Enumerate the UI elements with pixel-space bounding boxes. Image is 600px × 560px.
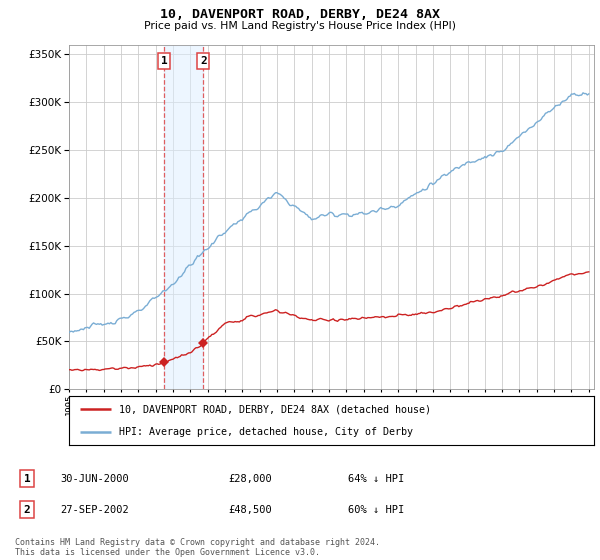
Text: 60% ↓ HPI: 60% ↓ HPI <box>348 505 404 515</box>
Text: 30-JUN-2000: 30-JUN-2000 <box>60 474 129 484</box>
Text: 2: 2 <box>23 505 31 515</box>
Text: 1: 1 <box>161 56 167 66</box>
Text: Price paid vs. HM Land Registry's House Price Index (HPI): Price paid vs. HM Land Registry's House … <box>144 21 456 31</box>
Bar <box>164 45 203 389</box>
Text: 27-SEP-2002: 27-SEP-2002 <box>60 505 129 515</box>
Text: £48,500: £48,500 <box>228 505 272 515</box>
Text: 10, DAVENPORT ROAD, DERBY, DE24 8AX (detached house): 10, DAVENPORT ROAD, DERBY, DE24 8AX (det… <box>119 404 431 414</box>
Text: 10, DAVENPORT ROAD, DERBY, DE24 8AX: 10, DAVENPORT ROAD, DERBY, DE24 8AX <box>160 8 440 21</box>
Text: 1: 1 <box>23 474 31 484</box>
Text: Contains HM Land Registry data © Crown copyright and database right 2024.
This d: Contains HM Land Registry data © Crown c… <box>15 538 380 557</box>
Text: 64% ↓ HPI: 64% ↓ HPI <box>348 474 404 484</box>
Text: £28,000: £28,000 <box>228 474 272 484</box>
Text: HPI: Average price, detached house, City of Derby: HPI: Average price, detached house, City… <box>119 427 413 437</box>
Text: 2: 2 <box>200 56 206 66</box>
